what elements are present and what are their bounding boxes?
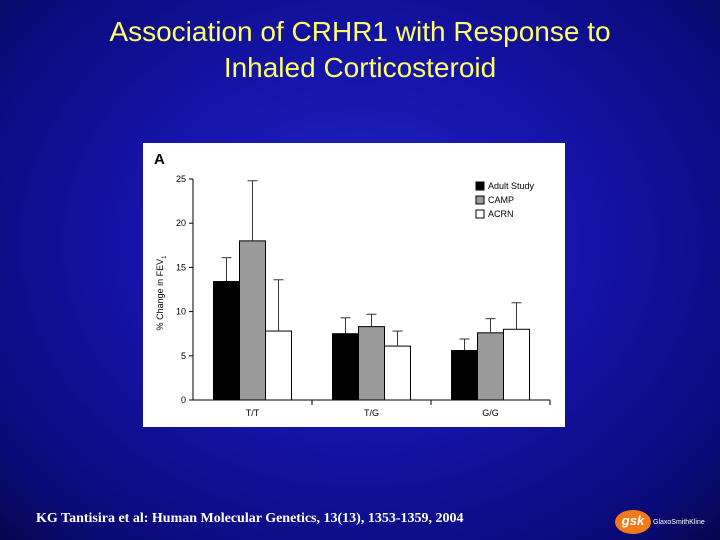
gsk-logo-wordmark: GlaxoSmithKline bbox=[653, 519, 705, 526]
y-tick-label: 5 bbox=[181, 351, 186, 361]
x-tick-label: T/T bbox=[246, 408, 260, 418]
citation: KG Tantisira et al: Human Molecular Gene… bbox=[36, 511, 464, 526]
bars bbox=[213, 240, 530, 401]
legend-label: Adult Study bbox=[488, 181, 535, 191]
bar bbox=[213, 281, 240, 401]
bar bbox=[477, 332, 504, 401]
bar bbox=[239, 240, 266, 401]
y-axis-label-text: % Change in FEV bbox=[155, 259, 165, 331]
y-axis-label: % Change in FEV1 bbox=[155, 255, 168, 331]
slide-title-line-2: Inhaled Corticosteroid bbox=[223, 52, 497, 83]
y-axis-label-subscript: 1 bbox=[162, 255, 168, 259]
gsk-logo: gsk GlaxoSmithKline bbox=[611, 508, 711, 536]
panel-label: A bbox=[154, 151, 165, 168]
bar bbox=[384, 345, 411, 401]
x-tick-label: G/G bbox=[482, 408, 499, 418]
legend-swatch bbox=[475, 209, 485, 219]
y-tick-label: 15 bbox=[176, 262, 186, 272]
x-axis-ticks: T/T T/G G/G bbox=[246, 400, 551, 418]
bar bbox=[358, 326, 385, 401]
gsk-logo-mark: gsk bbox=[621, 513, 645, 528]
legend-label: CAMP bbox=[488, 195, 514, 205]
y-tick-label: 25 bbox=[176, 174, 186, 184]
y-tick-label: 10 bbox=[176, 307, 186, 317]
y-axis-ticks: 0 5 10 15 20 25 bbox=[176, 174, 193, 405]
bar bbox=[451, 349, 478, 401]
slide-title-line-1: Association of CRHR1 with Response to bbox=[109, 16, 611, 47]
slide-title: Association of CRHR1 with Response to In… bbox=[0, 14, 720, 86]
bar bbox=[503, 328, 530, 401]
legend-label: ACRN bbox=[488, 209, 514, 219]
legend-swatch bbox=[475, 195, 485, 205]
y-tick-label: 20 bbox=[176, 218, 186, 228]
legend-swatch bbox=[475, 181, 485, 191]
x-tick-label: T/G bbox=[364, 408, 379, 418]
bar bbox=[265, 330, 292, 401]
error-bars bbox=[221, 180, 522, 351]
bar bbox=[332, 333, 359, 401]
legend: Adult Study CAMP ACRN bbox=[475, 181, 535, 219]
gsk-logo-disc: gsk bbox=[615, 510, 651, 534]
figure-panel: A % Change in FEV1 0 5 10 15 20 25 T/T T/G G/G … bbox=[143, 143, 565, 427]
y-tick-label: 0 bbox=[181, 395, 186, 405]
